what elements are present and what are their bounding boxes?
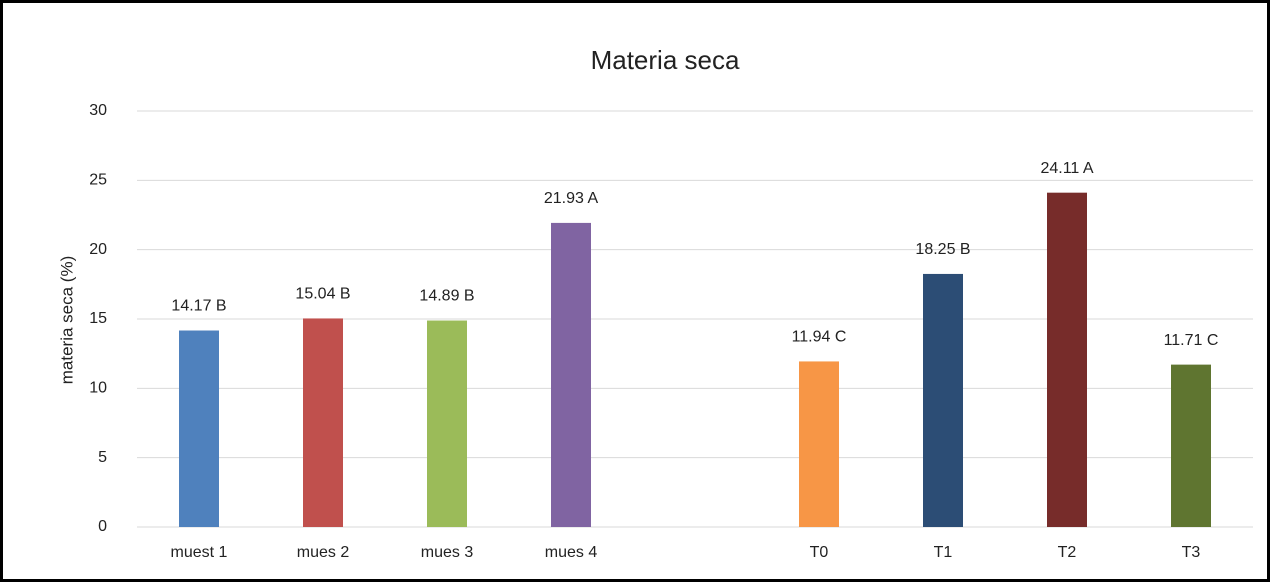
y-tick-label: 10 <box>89 380 107 397</box>
y-tick-label: 25 <box>89 172 107 189</box>
chart-title: Materia seca <box>591 45 740 75</box>
x-tick-label: mues 3 <box>421 544 474 561</box>
x-tick-label: T3 <box>1182 544 1201 561</box>
bar <box>303 318 343 527</box>
bar <box>427 320 467 527</box>
bar <box>799 361 839 527</box>
x-tick-label: muest 1 <box>171 544 228 561</box>
data-label: 18.25 B <box>915 241 970 258</box>
y-tick-label: 30 <box>89 102 107 119</box>
bar <box>1047 192 1087 527</box>
data-label: 14.89 B <box>419 288 474 305</box>
bar <box>551 222 591 528</box>
y-tick-label: 15 <box>89 310 107 327</box>
bar <box>1171 364 1211 527</box>
data-label: 21.93 A <box>544 190 599 207</box>
bar <box>179 330 219 527</box>
data-label: 24.11 A <box>1040 160 1093 177</box>
x-tick-label: mues 2 <box>297 544 350 561</box>
x-tick-label: T1 <box>934 544 953 561</box>
x-tick-label: T0 <box>810 544 829 561</box>
data-label: 11.71 C <box>1164 332 1219 349</box>
y-tick-label: 0 <box>98 518 107 535</box>
data-label: 15.04 B <box>295 286 350 303</box>
y-tick-label: 5 <box>98 449 107 466</box>
x-tick-label: mues 4 <box>545 544 598 561</box>
data-label: 11.94 C <box>792 329 847 346</box>
data-label: 14.17 B <box>171 298 226 315</box>
bar <box>923 273 963 527</box>
y-tick-label: 20 <box>89 241 107 258</box>
x-tick-label: T2 <box>1058 544 1077 561</box>
y-axis-label: materia seca (%) <box>57 256 76 384</box>
